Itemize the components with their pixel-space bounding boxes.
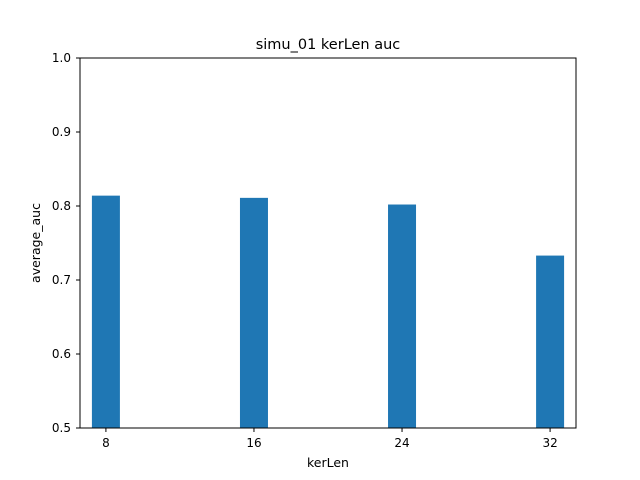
y-tick-label: 0.9 [52,125,71,139]
x-tick-label: 8 [102,436,110,450]
plot-frame [79,57,577,429]
chart-title: simu_01 kerLen auc [256,37,401,53]
x-axis-label: kerLen [307,455,349,470]
bar-24 [388,204,417,428]
y-axis: 0.5 0.6 0.7 0.8 0.9 1.0 [52,51,80,435]
y-tick-label: 1.0 [52,51,71,65]
x-tick-label: 16 [246,436,261,450]
bars-group [91,195,565,428]
x-tick-label: 32 [542,436,557,450]
y-tick-label: 0.5 [52,421,71,435]
bar-32 [536,255,565,428]
y-tick-label: 0.7 [52,273,71,287]
bar-8 [91,195,120,428]
y-tick-label: 0.6 [52,347,71,361]
y-axis-label: average_auc [28,203,43,283]
y-tick-label: 0.8 [52,199,71,213]
bar-16 [239,197,268,428]
x-axis: 8 16 24 32 [102,428,558,450]
x-tick-label: 24 [394,436,409,450]
